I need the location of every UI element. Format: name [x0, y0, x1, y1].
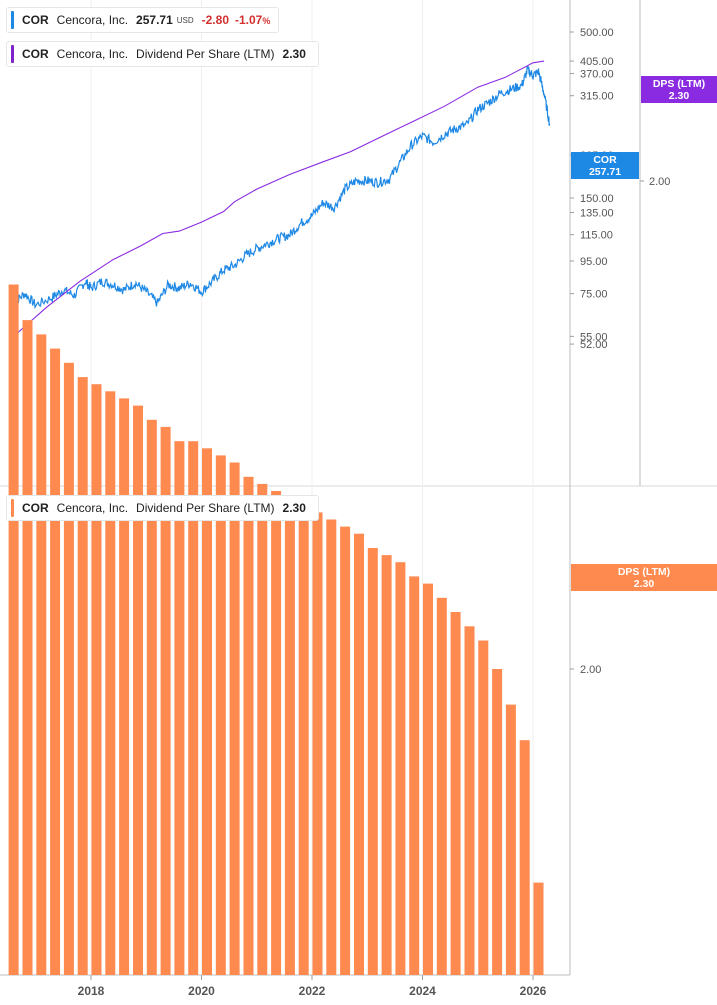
dps-top-legend-value: 2.30: [282, 47, 306, 61]
y-tick-label: 135.00: [580, 208, 614, 220]
y-tick-label: 55.00: [580, 331, 608, 343]
x-tick-label: 2026: [520, 984, 547, 998]
price-legend-pct-sign: %: [262, 16, 271, 26]
dps-bar: [105, 391, 116, 975]
dps-bar: [243, 476, 254, 975]
dps-top-legend-ticker: COR: [22, 47, 49, 61]
dps-bar: [409, 576, 420, 975]
dps-top-value-tag: DPS (LTM) 2.30: [641, 76, 717, 103]
dps-bottom-legend-name: Cencora, Inc.: [56, 501, 129, 515]
dps-bar: [354, 533, 364, 975]
dps-bar: [36, 334, 47, 975]
dps-bottom-legend-swatch: [11, 499, 14, 517]
y-tick-label: 150.00: [580, 193, 614, 205]
x-tick-label: 2024: [409, 984, 436, 998]
dps-top-tag-value: 2.30: [668, 89, 690, 102]
y-tick-label: 75.00: [580, 289, 608, 301]
dps-top-tag-label: DPS (LTM): [652, 77, 706, 90]
price-legend-value: 257.71: [136, 13, 173, 27]
dps-bar: [257, 483, 268, 975]
dps-bar: [284, 498, 295, 975]
dps-bar: [63, 362, 74, 975]
price-legend-ticker: COR: [22, 13, 49, 27]
y-tick-label: 315.00: [580, 91, 614, 103]
dps-bar: [492, 669, 503, 975]
dps-bar: [50, 348, 61, 976]
dps-bar: [367, 548, 378, 975]
dps-bar: [381, 555, 392, 975]
y-tick-label: 95.00: [580, 256, 608, 268]
price-legend-name: Cencora, Inc.: [56, 13, 129, 27]
price-last-value-tag: COR 257.71: [571, 152, 639, 179]
price-tag-value: 257.71: [588, 165, 622, 178]
secondary-y-tick-label: 2.00: [649, 176, 670, 188]
dps-bar: [160, 426, 171, 975]
dps-bar: [202, 448, 212, 975]
dps-bottom-legend[interactable]: COR Cencora, Inc. Dividend Per Share (LT…: [6, 495, 319, 521]
dps-bar: [174, 441, 185, 975]
dps-bar: [436, 597, 447, 975]
dps-bottom-tag-value: 2.30: [633, 577, 655, 590]
dps-bar: [133, 405, 143, 976]
dps-bar: [119, 398, 130, 975]
bottom-y-tick-label: 2.00: [580, 664, 601, 676]
dps-top-legend[interactable]: COR Cencora, Inc. Dividend Per Share (LT…: [6, 41, 319, 67]
dps-bottom-tag-label: DPS (LTM): [617, 565, 671, 578]
y-tick-label: 405.00: [580, 56, 614, 68]
dps-bar: [188, 441, 199, 975]
dps-bottom-legend-metric: Dividend Per Share (LTM): [136, 501, 275, 515]
price-tag-ticker: COR: [593, 153, 617, 166]
y-tick-label: 115.00: [580, 230, 613, 242]
price-series-line: [13, 65, 551, 310]
price-legend[interactable]: COR Cencora, Inc. 257.71 USD -2.80 -1.07…: [6, 7, 280, 33]
price-legend-swatch: [11, 11, 14, 29]
dps-top-legend-metric: Dividend Per Share (LTM): [136, 47, 275, 61]
x-tick-label: 2018: [78, 984, 105, 998]
dps-bottom-legend-value: 2.30: [282, 501, 306, 515]
price-legend-pct-value: -1.07: [235, 13, 263, 27]
dps-bar: [533, 882, 544, 975]
dps-top-legend-name: Cencora, Inc.: [56, 47, 129, 61]
dps-bars: [8, 284, 544, 976]
dps-bar: [271, 491, 282, 975]
dps-bar: [505, 704, 516, 975]
dps-bar: [340, 526, 351, 975]
dps-bar: [478, 640, 489, 975]
dps-bar: [423, 583, 433, 975]
dps-bar: [464, 626, 475, 975]
dps-bar: [519, 740, 530, 975]
y-tick-label: 500.00: [580, 27, 614, 39]
dps-bar: [91, 384, 102, 975]
dps-bottom-value-tag: DPS (LTM) 2.30: [571, 564, 717, 591]
dps-bar: [326, 519, 337, 975]
dps-bar: [77, 377, 88, 976]
dps-bar: [146, 419, 157, 975]
dps-bar: [395, 562, 406, 975]
y-tick-label: 370.00: [580, 69, 614, 81]
price-legend-unit: USD: [176, 15, 194, 25]
dps-series-line: [13, 60, 545, 337]
x-tick-label: 2022: [299, 984, 326, 998]
dps-bar: [215, 455, 226, 975]
x-tick-label: 2020: [188, 984, 215, 998]
top-pane-series: [13, 60, 551, 337]
dps-bar: [22, 320, 33, 976]
y-tick-label: 52.00: [580, 339, 608, 351]
price-legend-change-pct: -1.07%: [235, 13, 270, 27]
dps-bar: [312, 512, 323, 975]
dps-bottom-legend-ticker: COR: [22, 501, 49, 515]
dps-bar: [8, 284, 19, 975]
dps-bar: [450, 612, 461, 975]
price-legend-change: -2.80: [201, 13, 229, 27]
dps-bar: [298, 505, 309, 975]
dps-bar: [229, 462, 240, 975]
dps-top-legend-swatch: [11, 45, 14, 63]
